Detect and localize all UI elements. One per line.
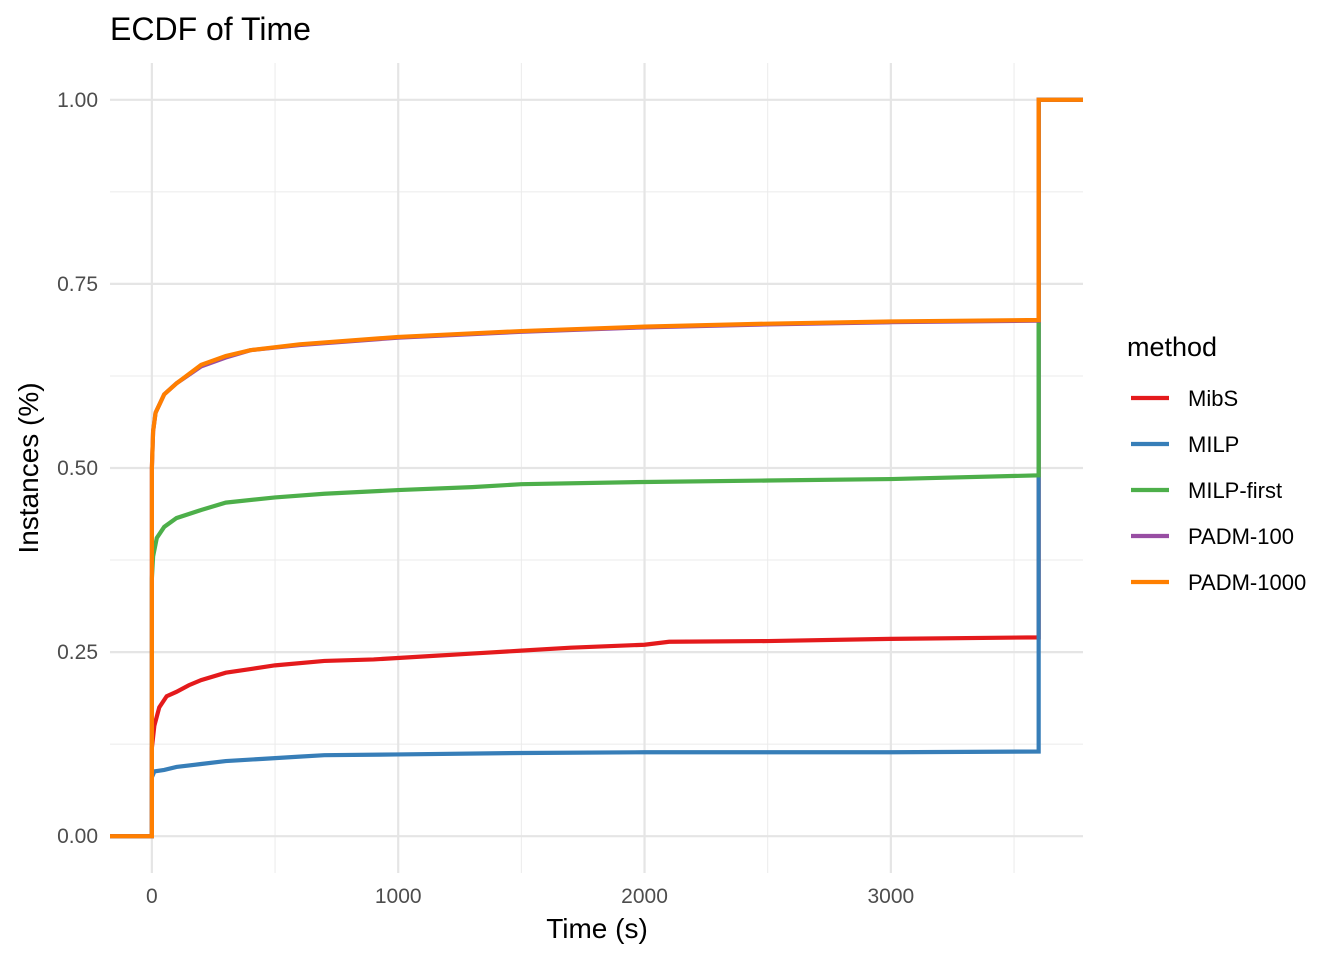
legend-label-milp-first: MILP-first [1188, 478, 1282, 503]
y-tick-label: 0.00 [57, 825, 98, 848]
axes: 0 1000 2000 3000 0.00 0.25 0.50 0.75 1.00 [57, 89, 914, 908]
y-tick-label: 0.75 [57, 273, 98, 296]
legend: method MibS MILP MILP-first PADM-100 PADM-10… [1127, 332, 1306, 595]
chart-title: ECDF of Time [110, 11, 311, 47]
grid [110, 63, 1083, 873]
x-tick-label: 2000 [621, 885, 668, 908]
series-line-padm-1000 [110, 97, 1083, 839]
legend-label-mibs: MibS [1188, 386, 1238, 411]
y-tick-label: 0.25 [57, 641, 98, 664]
x-tick-label: 3000 [868, 885, 915, 908]
legend-label-padm-100: PADM-100 [1188, 524, 1294, 549]
y-tick-label: 1.00 [57, 89, 98, 112]
x-tick-label: 1000 [375, 885, 422, 908]
x-tick-label: 0 [146, 885, 158, 908]
y-axis-label: Instances (%) [13, 382, 44, 553]
legend-label-milp: MILP [1188, 432, 1239, 457]
y-tick-label: 0.50 [57, 457, 98, 480]
series-line-mibs [110, 97, 1083, 839]
x-axis-label: Time (s) [546, 913, 648, 944]
legend-label-padm-1000: PADM-1000 [1188, 570, 1306, 595]
series-lines [110, 97, 1083, 839]
legend-title: method [1127, 332, 1217, 362]
